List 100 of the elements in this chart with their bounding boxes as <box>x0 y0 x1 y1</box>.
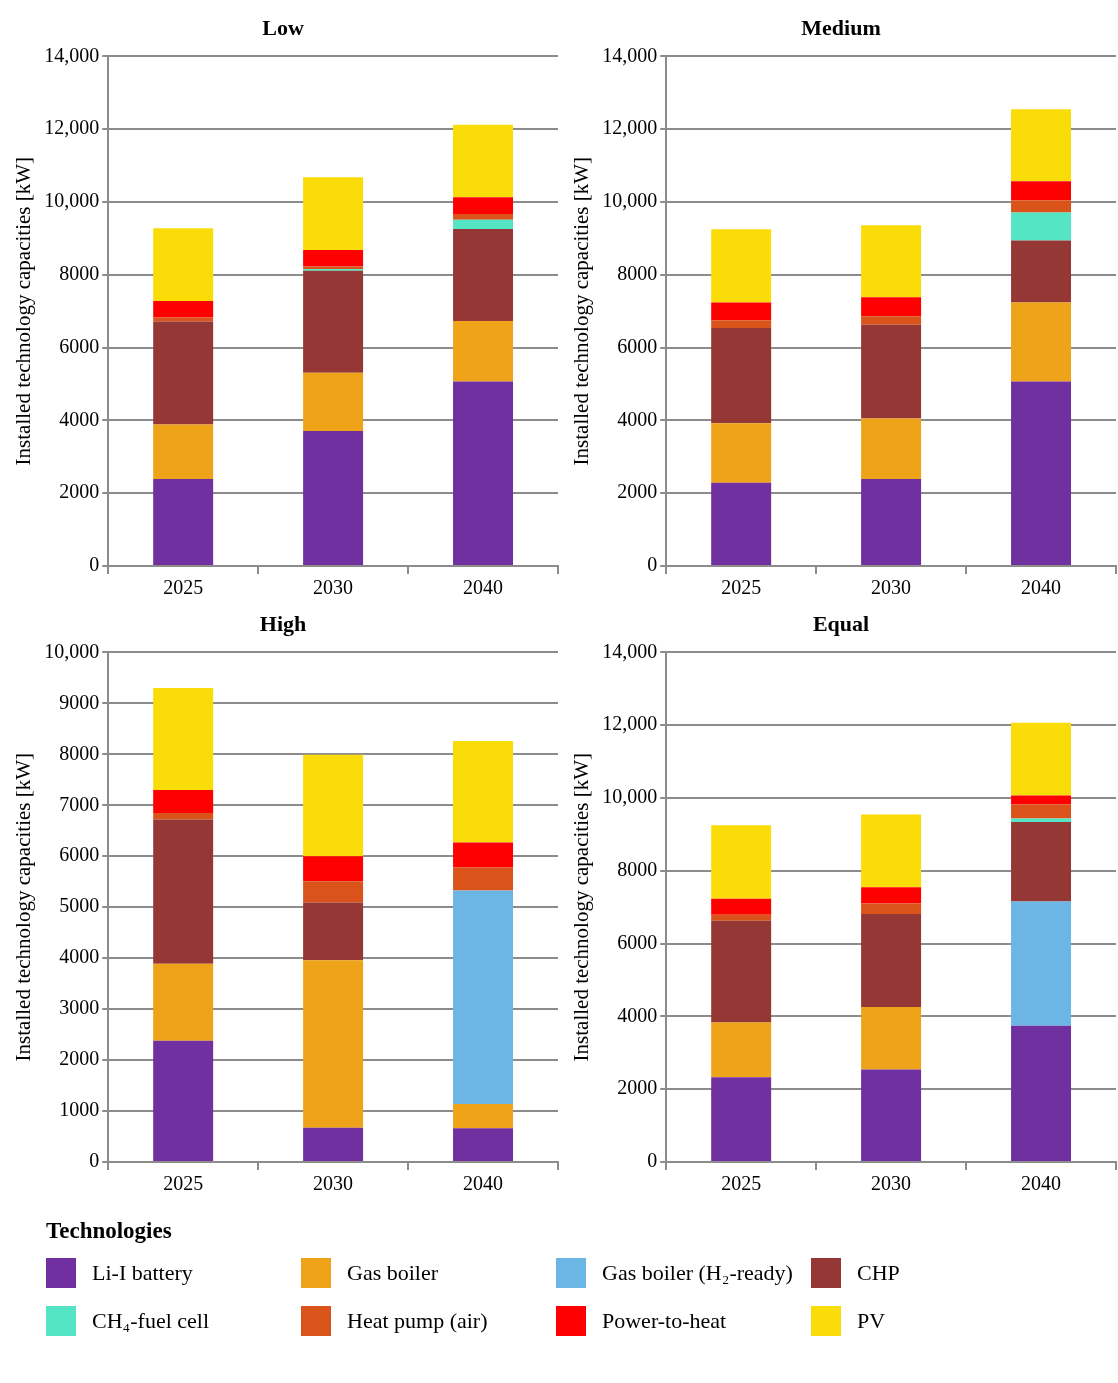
bar <box>453 321 514 382</box>
bar <box>711 1077 772 1161</box>
bar <box>711 229 772 303</box>
x-tick-label: 2025 <box>721 1172 762 1195</box>
bar <box>861 887 922 904</box>
bar <box>1011 822 1072 902</box>
bar <box>711 898 772 915</box>
legend-label: Gas boiler (H₂-ready) <box>602 1260 793 1286</box>
bar <box>861 914 922 1007</box>
x-tick-label: 2030 <box>313 576 354 599</box>
bar <box>711 1022 772 1078</box>
y-axis-title: Installed technology capacities [kW] <box>11 752 36 1062</box>
bar <box>711 482 772 565</box>
y-tick-label: 10,000 <box>602 189 658 212</box>
bar <box>153 317 214 322</box>
legend-label: PV <box>857 1308 886 1334</box>
bar <box>711 302 772 321</box>
bar <box>711 914 772 921</box>
y-axis-title: Installed technology capacities [kW] <box>569 752 594 1062</box>
y-tick-label: 4000 <box>59 407 100 430</box>
bar <box>453 124 514 198</box>
y-tick-label: 0 <box>647 1149 658 1172</box>
legend-label: CH₄-fuel cell <box>92 1308 210 1334</box>
y-tick-label: 6000 <box>617 334 658 357</box>
bar <box>303 1127 364 1161</box>
x-tick-label: 2030 <box>871 576 912 599</box>
bar <box>453 1128 514 1161</box>
y-tick-label: 12,000 <box>602 712 658 735</box>
y-tick-label: 0 <box>89 1149 100 1172</box>
legend-label: Heat pump (air) <box>347 1308 488 1334</box>
bar <box>1011 795 1072 805</box>
bar <box>1011 109 1072 182</box>
x-tick-label: 2040 <box>1021 576 1062 599</box>
x-tick-label: 2040 <box>463 576 504 599</box>
y-tick-label: 0 <box>647 553 658 576</box>
y-tick-label: 4000 <box>617 407 658 430</box>
bar <box>153 789 214 813</box>
bar <box>861 297 922 317</box>
bar <box>861 1069 922 1161</box>
bar <box>453 381 514 565</box>
x-tick-label: 2040 <box>1021 1172 1062 1195</box>
bar <box>153 301 214 318</box>
bar <box>1011 901 1072 1026</box>
bar <box>303 902 364 961</box>
bar <box>861 418 922 479</box>
bar <box>303 881 364 903</box>
bar <box>1011 722 1072 796</box>
bar <box>711 320 772 328</box>
bar <box>1011 212 1072 241</box>
legend-label: Li-I battery <box>92 1260 193 1286</box>
bar <box>453 842 514 868</box>
bar <box>303 960 364 1128</box>
y-tick-label: 6000 <box>617 930 658 953</box>
bar <box>1011 818 1072 823</box>
bar <box>453 228 514 322</box>
legend-label: CHP <box>857 1260 900 1286</box>
x-tick-label: 2030 <box>871 1172 912 1195</box>
x-tick-label: 2025 <box>163 576 204 599</box>
y-tick-label: 6000 <box>59 843 100 866</box>
legend-label: Gas boiler <box>347 1260 439 1286</box>
bar <box>303 270 364 373</box>
y-tick-label: 6000 <box>59 334 100 357</box>
bar <box>453 197 514 215</box>
y-tick-label: 14,000 <box>602 43 658 66</box>
bar <box>453 890 514 1104</box>
y-tick-label: 8000 <box>617 262 658 285</box>
bar <box>1011 1025 1072 1161</box>
x-tick-label: 2030 <box>313 1172 354 1195</box>
y-tick-label: 12,000 <box>44 116 100 139</box>
y-axis-title: Installed technology capacities [kW] <box>11 156 36 466</box>
bar <box>861 1006 922 1070</box>
bar <box>153 479 214 565</box>
chart-title: High <box>259 610 307 636</box>
bar <box>153 424 214 479</box>
legend-title: Technologies <box>46 1218 173 1244</box>
y-tick-label: 4000 <box>59 945 100 968</box>
y-tick-label: 4000 <box>617 1003 658 1026</box>
bar <box>303 250 364 267</box>
y-axis-title: Installed technology capacities [kW] <box>569 156 594 466</box>
y-tick-label: 2000 <box>59 1047 100 1070</box>
y-tick-label: 9000 <box>59 690 100 713</box>
y-tick-label: 8000 <box>617 858 658 881</box>
bar <box>861 903 922 915</box>
bar <box>711 920 772 1023</box>
y-tick-label: 8000 <box>59 741 100 764</box>
y-tick-label: 7000 <box>59 792 100 815</box>
y-tick-label: 2000 <box>617 480 658 503</box>
y-tick-label: 3000 <box>59 996 100 1019</box>
bar <box>1011 240 1072 303</box>
y-tick-label: 5000 <box>59 894 100 917</box>
legend-label: Power-to-heat <box>602 1308 727 1334</box>
bar <box>1011 381 1072 565</box>
bar <box>303 372 364 431</box>
chart-title: Medium <box>801 14 881 40</box>
bar <box>453 867 514 891</box>
bar <box>153 688 214 790</box>
y-tick-label: 2000 <box>59 480 100 503</box>
y-tick-label: 14,000 <box>602 639 658 662</box>
y-tick-label: 12,000 <box>602 116 658 139</box>
y-tick-label: 0 <box>89 553 100 576</box>
